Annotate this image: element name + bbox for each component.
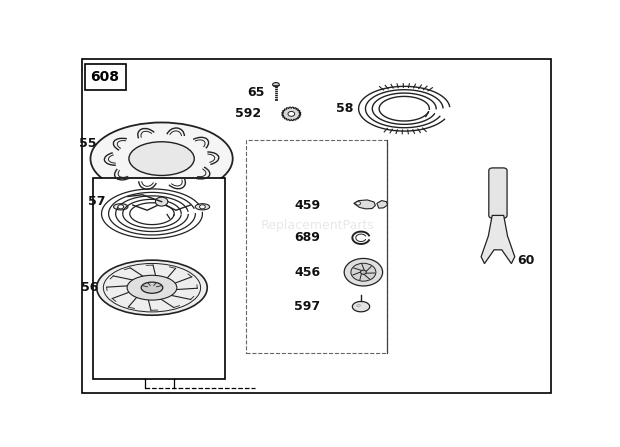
Circle shape [156, 197, 168, 206]
Text: 456: 456 [294, 266, 320, 278]
Text: 597: 597 [294, 300, 320, 313]
Text: 58: 58 [337, 102, 354, 115]
Text: 459: 459 [294, 198, 320, 211]
Circle shape [200, 205, 205, 209]
Text: 689: 689 [294, 231, 320, 244]
Ellipse shape [97, 260, 207, 315]
Circle shape [288, 111, 294, 116]
Ellipse shape [127, 275, 177, 300]
Circle shape [356, 202, 360, 205]
Text: 56: 56 [81, 281, 99, 294]
Ellipse shape [129, 142, 194, 176]
Ellipse shape [195, 204, 210, 210]
Polygon shape [282, 107, 301, 121]
Circle shape [344, 258, 383, 286]
Polygon shape [481, 215, 515, 264]
Circle shape [360, 270, 366, 274]
Text: 57: 57 [89, 195, 106, 208]
Ellipse shape [357, 304, 360, 307]
Polygon shape [352, 301, 370, 312]
Polygon shape [354, 200, 376, 209]
FancyBboxPatch shape [489, 168, 507, 218]
Text: ReplacementParts: ReplacementParts [261, 219, 374, 232]
Ellipse shape [273, 83, 279, 87]
Ellipse shape [141, 282, 163, 293]
Text: 592: 592 [235, 107, 261, 120]
Polygon shape [377, 201, 388, 208]
Text: 55: 55 [79, 137, 97, 150]
Bar [246, 139, 388, 353]
Circle shape [351, 263, 376, 281]
Text: 608: 608 [91, 70, 120, 84]
Text: 65: 65 [247, 86, 265, 99]
Bar [94, 177, 226, 379]
Ellipse shape [113, 204, 128, 210]
Circle shape [118, 205, 123, 209]
Bar [85, 64, 125, 90]
Ellipse shape [91, 122, 232, 195]
Text: 60: 60 [517, 253, 534, 267]
